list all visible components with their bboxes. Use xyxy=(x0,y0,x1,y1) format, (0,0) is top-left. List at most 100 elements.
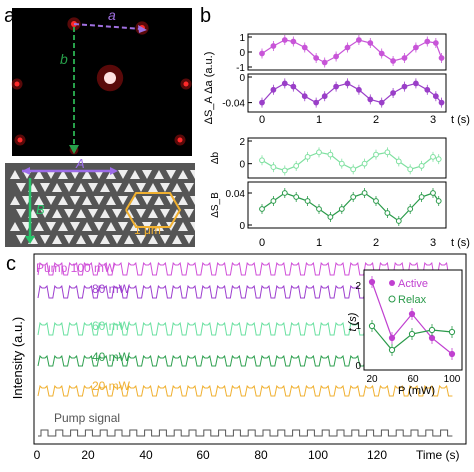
lattice-triangle xyxy=(76,209,86,218)
lattice-triangle xyxy=(34,222,44,231)
c-xtick-0: 0 xyxy=(34,448,41,462)
b-data-point xyxy=(432,40,439,46)
b-data-point xyxy=(290,38,297,45)
inset-legend-relax-marker xyxy=(388,295,396,303)
b-data-point xyxy=(361,160,368,167)
lattice-triangle xyxy=(94,222,104,231)
lattice-triangle xyxy=(70,222,80,231)
vector-A-arrowhead-right xyxy=(110,167,118,175)
inset-data-point xyxy=(408,310,416,318)
b-data-point xyxy=(333,83,340,90)
b-data-point xyxy=(390,58,397,64)
b-data-point xyxy=(259,157,265,164)
b-data-point xyxy=(281,80,288,87)
lattice-triangle xyxy=(100,209,110,218)
b-data-point xyxy=(367,96,374,103)
trace-label-80: 80 mW xyxy=(92,282,131,296)
lattice-triangle xyxy=(148,235,158,244)
b-data-point xyxy=(361,190,368,196)
lattice-triangle xyxy=(172,183,182,192)
b-ytick-label: 1 xyxy=(239,33,245,44)
b-data-point xyxy=(407,206,414,212)
lattice-triangle xyxy=(76,235,86,244)
lattice-triangle xyxy=(82,196,92,205)
b-ytick-label: 0.04 xyxy=(226,189,246,200)
b-data-point xyxy=(356,37,362,43)
inset-xtick-100: 100 xyxy=(444,374,461,385)
lattice-triangle xyxy=(34,196,44,205)
b-data-point xyxy=(327,214,334,220)
lattice-triangle xyxy=(112,209,122,218)
lattice-triangle xyxy=(46,196,56,205)
lattice-triangle xyxy=(136,235,146,244)
lattice-triangle xyxy=(160,209,170,218)
b-top-xtick-2: 2 xyxy=(373,114,379,126)
lattice-triangles xyxy=(10,170,200,244)
b-bottom-xtick-2: 2 xyxy=(373,237,379,249)
c-ylabel: Intensity (a.u.) xyxy=(10,317,25,399)
inset-data-point xyxy=(448,350,456,358)
lattice-triangle xyxy=(190,170,200,179)
b-data-point xyxy=(413,80,419,87)
inset-data-point xyxy=(408,330,416,338)
b-bottom-xtick-1: 1 xyxy=(316,237,322,249)
inset-data-point xyxy=(368,322,376,330)
c-xtick-80: 80 xyxy=(254,448,268,462)
b-data-point xyxy=(316,206,322,212)
lattice-triangle xyxy=(172,235,182,244)
c-xtick-40: 40 xyxy=(139,448,153,462)
lattice-triangle xyxy=(106,222,116,231)
lattice-triangle xyxy=(82,222,92,231)
lattice-triangle xyxy=(142,196,152,205)
diffraction-spot xyxy=(14,81,20,87)
lattice-triangle xyxy=(88,209,98,218)
b-data-point xyxy=(293,194,300,200)
b-ytick-label: 0 xyxy=(239,221,245,232)
b-data-point xyxy=(321,59,328,66)
lattice-triangle xyxy=(124,183,134,192)
b-top-xtick-1: 1 xyxy=(316,114,322,126)
inset-marks xyxy=(368,276,456,360)
b-data-point xyxy=(401,55,408,61)
inset-plot: t (s) P (mW) 2 1 0 20 60 100 Active Rela… xyxy=(347,269,463,397)
lattice-triangle xyxy=(112,183,122,192)
diffraction-spot xyxy=(104,72,116,84)
b-data-point xyxy=(304,153,311,160)
b-data-point xyxy=(395,158,402,165)
lattice-triangle xyxy=(64,183,74,192)
b-subplot-frame xyxy=(247,137,447,179)
b-ytick-label: 0 xyxy=(239,160,245,171)
lattice-triangle xyxy=(136,209,146,218)
lattice-triangle xyxy=(34,170,44,179)
b-data-point xyxy=(316,149,322,156)
c-xtick-60: 60 xyxy=(196,448,210,462)
lattice-triangle xyxy=(184,183,194,192)
c-xtick-120: 120 xyxy=(367,448,387,462)
b-data-point xyxy=(338,160,345,167)
lattice-triangle xyxy=(130,170,140,179)
vector-b-arrowhead xyxy=(69,145,79,154)
b-subplot-frame xyxy=(247,181,447,229)
b-top-xtick-0: 0 xyxy=(259,114,265,126)
b-data-point xyxy=(333,53,340,60)
b-data-point xyxy=(344,80,351,87)
b-data-point xyxy=(259,99,265,106)
b-data-point xyxy=(338,206,345,212)
c-trace-line xyxy=(38,429,453,437)
b-data-point xyxy=(350,194,357,200)
b-bottom-xtick-0: 0 xyxy=(259,237,265,249)
trace-label-40: 40 mW xyxy=(92,350,131,364)
lattice-triangle xyxy=(40,235,50,244)
lattice-triangle xyxy=(148,183,158,192)
vector-B-label: B xyxy=(36,202,45,217)
b-data-point xyxy=(301,44,308,51)
b-ylabel: ΔS_B xyxy=(210,192,221,218)
diffraction-spot xyxy=(17,137,23,143)
lattice-triangle xyxy=(160,183,170,192)
inset-ylabel: t (s) xyxy=(347,312,359,331)
diffraction-background xyxy=(12,8,192,156)
b-data-point xyxy=(430,190,436,196)
b-data-point xyxy=(373,151,379,158)
b-data-point xyxy=(344,44,351,51)
